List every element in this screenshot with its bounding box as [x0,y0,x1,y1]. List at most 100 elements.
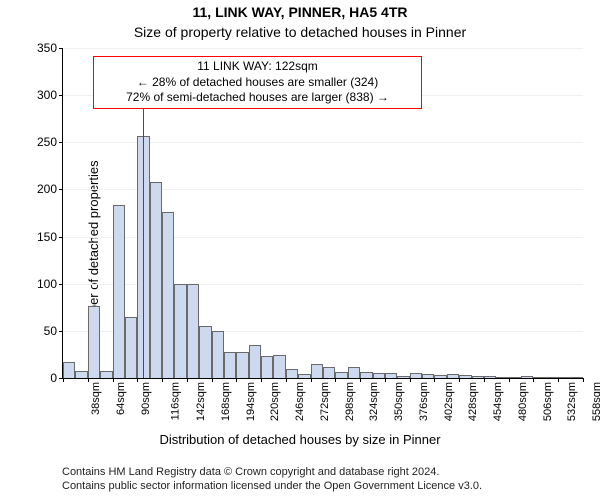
y-tick-label: 250 [37,135,57,149]
attribution-text: Contains HM Land Registry data © Crown c… [62,466,592,494]
histogram-bar [236,352,248,378]
x-axis-label: Distribution of detached houses by size … [0,432,600,447]
histogram-bar [75,371,87,378]
plot-area: 05010015020025030035038sqm64sqm90sqm116s… [62,48,583,379]
x-tick-label: 220sqm [269,382,281,421]
histogram-bar [113,205,125,378]
annotation-line2: ← 28% of detached houses are smaller (32… [100,75,415,91]
x-tick [459,378,460,382]
x-tick-label: 116sqm [170,382,182,420]
histogram-bar [63,362,75,378]
x-tick [484,378,485,382]
histogram-bar [373,373,385,378]
histogram-bar [509,377,521,378]
x-tick [311,378,312,382]
annotation-line3: 72% of semi-detached houses are larger (… [100,90,415,106]
x-tick-label: 298sqm [344,382,356,421]
y-tick [59,189,63,190]
histogram-bar [100,371,112,378]
x-tick [385,378,386,382]
histogram-bar [484,376,496,378]
x-tick [583,378,584,382]
y-tick [59,95,63,96]
annotation-box: 11 LINK WAY: 122sqm ← 28% of detached ho… [93,56,422,109]
y-tick-label: 350 [37,41,57,55]
y-tick-label: 150 [37,230,57,244]
x-tick [286,378,287,382]
x-tick-label: 480sqm [517,382,529,421]
x-tick-label: 506sqm [542,382,554,421]
histogram-bar [397,376,409,378]
histogram-bar [174,284,186,378]
x-tick-label: 194sqm [245,382,257,421]
y-tick-label: 0 [50,371,57,385]
chart-title-subtitle: Size of property relative to detached ho… [0,24,600,40]
x-tick [434,378,435,382]
histogram-bar [150,182,162,378]
histogram-bar [335,372,347,378]
x-tick [187,378,188,382]
attribution-line2: Contains public sector information licen… [62,480,592,494]
y-tick-label: 200 [37,182,57,196]
histogram-bar [125,317,137,378]
histogram-bar [459,375,471,378]
histogram-bar [533,377,545,378]
histogram-bar [88,306,100,378]
x-tick [360,378,361,382]
histogram-bar [273,355,285,378]
x-tick [212,378,213,382]
histogram-bar [472,376,484,378]
histogram-bar [385,373,397,378]
histogram-bar [323,367,335,378]
histogram-bar [261,356,273,378]
x-tick-label: 558sqm [591,382,600,421]
histogram-bar [571,377,583,378]
histogram-bar [434,375,446,378]
y-tick [59,284,63,285]
histogram-bar [224,352,236,378]
x-tick [236,378,237,382]
histogram-bar [162,212,174,378]
histogram-bar [212,331,224,378]
x-tick-label: 324sqm [369,382,381,421]
y-tick-label: 50 [44,324,57,338]
histogram-bar [410,373,422,378]
x-tick-label: 402sqm [443,382,455,421]
y-tick [59,331,63,332]
y-tick [59,142,63,143]
x-tick [335,378,336,382]
y-tick [59,237,63,238]
gridline-h [63,48,583,49]
x-tick-label: 532sqm [567,382,579,421]
histogram-bar [311,364,323,378]
x-tick [558,378,559,382]
histogram-bar [521,376,533,378]
x-tick-label: 376sqm [418,382,430,421]
x-tick-label: 64sqm [115,382,127,415]
x-tick-label: 272sqm [319,382,331,421]
histogram-bar [298,374,310,378]
x-tick [88,378,89,382]
histogram-bar [422,374,434,378]
y-tick-label: 100 [37,277,57,291]
x-tick [162,378,163,382]
x-tick [261,378,262,382]
x-tick-label: 90sqm [140,382,152,415]
x-tick-label: 142sqm [195,382,207,421]
attribution-line1: Contains HM Land Registry data © Crown c… [62,466,592,480]
x-tick [113,378,114,382]
y-tick [59,48,63,49]
x-tick-label: 168sqm [220,382,232,421]
x-tick [509,378,510,382]
x-tick-label: 454sqm [492,382,504,421]
histogram-bar [187,284,199,378]
histogram-bar [546,377,558,378]
histogram-bar [558,377,570,378]
x-tick-label: 350sqm [393,382,405,421]
x-tick-label: 38sqm [90,382,102,415]
x-tick [137,378,138,382]
x-tick [410,378,411,382]
histogram-bar [249,345,261,378]
annotation-line1: 11 LINK WAY: 122sqm [100,59,415,75]
histogram-bar [496,377,508,378]
